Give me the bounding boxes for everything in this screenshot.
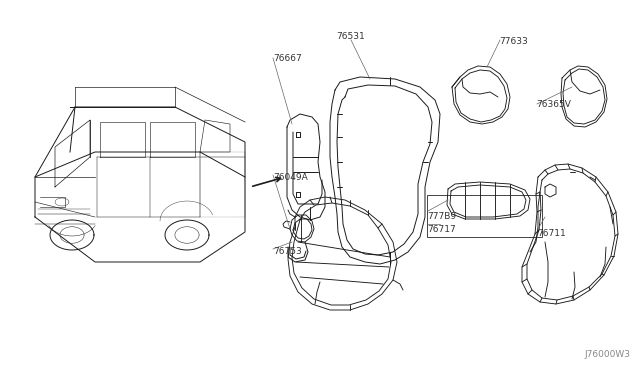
Text: 76667: 76667 bbox=[273, 54, 302, 63]
Text: 777B9: 777B9 bbox=[428, 212, 457, 221]
Bar bbox=[427, 195, 542, 237]
Text: 76711: 76711 bbox=[538, 229, 566, 238]
Text: 76717: 76717 bbox=[428, 225, 456, 234]
Text: 76531: 76531 bbox=[337, 32, 365, 41]
Text: J76000W3: J76000W3 bbox=[584, 350, 630, 359]
Text: 76753: 76753 bbox=[273, 247, 302, 256]
Text: 76049A: 76049A bbox=[273, 173, 308, 182]
Text: 76365V: 76365V bbox=[536, 100, 571, 109]
Text: 77633: 77633 bbox=[499, 37, 528, 46]
